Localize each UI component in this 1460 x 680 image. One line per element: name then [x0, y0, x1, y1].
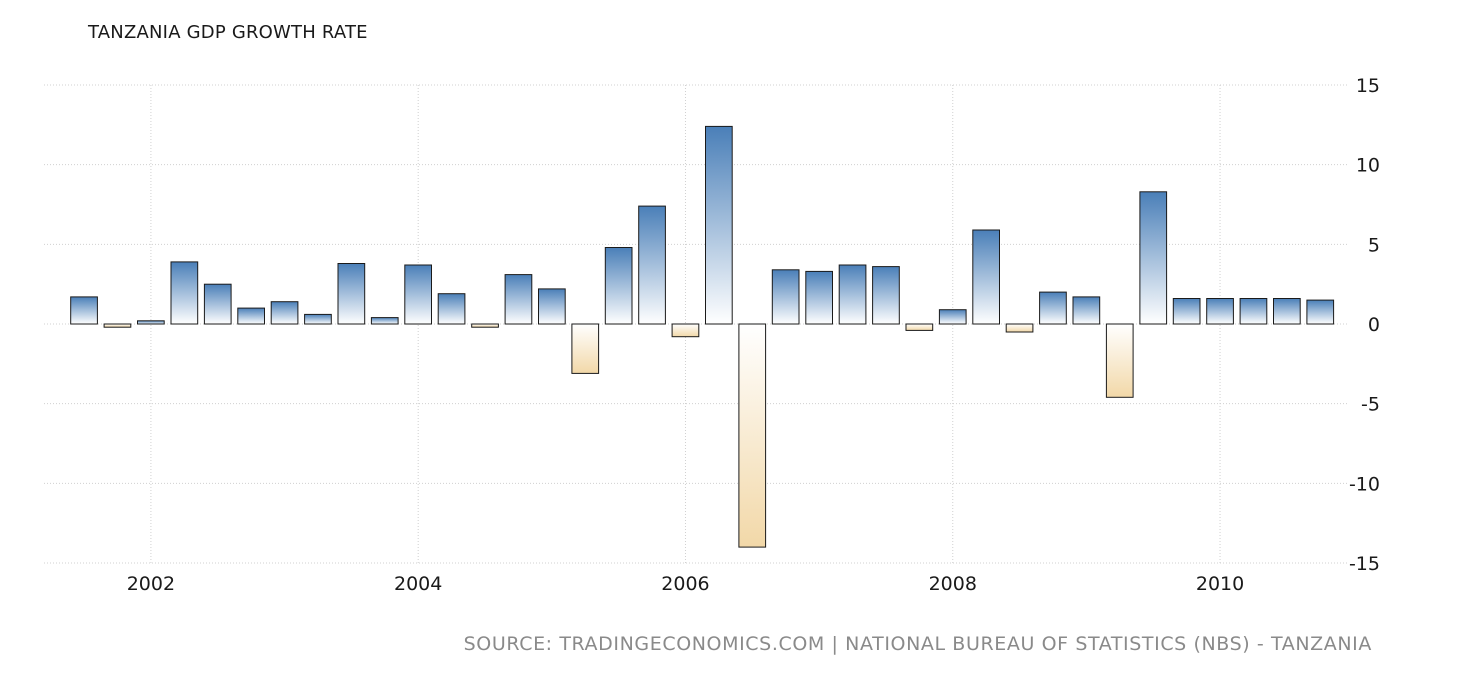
bar [471, 323, 499, 328]
y-tick-label: 15 [1356, 75, 1380, 97]
bar [705, 125, 733, 325]
bars [70, 125, 1335, 548]
bar [905, 323, 934, 331]
bar [270, 301, 299, 325]
x-tick-label: 2002 [127, 573, 175, 595]
x-tick-label: 2008 [929, 573, 977, 595]
x-axis: 2002 2004 2006 2008 2010 [127, 573, 1244, 595]
y-axis: 15 10 5 0 -5 -10 -15 [1349, 75, 1380, 575]
bar [671, 323, 700, 338]
y-tick-label: -10 [1349, 473, 1380, 495]
bar [304, 313, 332, 325]
bar [872, 266, 900, 325]
bar [437, 293, 466, 325]
bar [404, 264, 432, 325]
y-tick-label: 0 [1368, 314, 1380, 336]
y-tick-label: 5 [1368, 234, 1380, 256]
y-tick-label: -5 [1361, 394, 1380, 416]
bar [1105, 323, 1134, 398]
bar [1139, 191, 1168, 325]
bar [170, 261, 199, 325]
bar [938, 309, 967, 325]
y-tick-label: -15 [1349, 553, 1380, 575]
x-tick-label: 2006 [661, 573, 709, 595]
bar [638, 205, 666, 325]
bar [1306, 299, 1335, 325]
bar [1273, 298, 1301, 325]
bar [838, 264, 867, 325]
bar [538, 288, 566, 325]
chart-title: TANZANIA GDP GROWTH RATE [88, 22, 368, 43]
bar [604, 247, 633, 325]
bar [237, 307, 266, 325]
bar [771, 269, 800, 325]
bar [1172, 298, 1201, 325]
source-note: SOURCE: TRADINGECONOMICS.COM | NATIONAL … [463, 633, 1372, 655]
bar [571, 323, 600, 374]
bar [70, 296, 98, 325]
bar [504, 274, 533, 325]
bar [738, 323, 767, 548]
bar [1239, 298, 1268, 325]
bar [203, 283, 232, 325]
bar [972, 229, 1000, 325]
x-tick-label: 2004 [394, 573, 442, 595]
bar [1206, 298, 1234, 325]
bar [1072, 296, 1101, 325]
bar [370, 317, 399, 325]
bar [337, 263, 366, 325]
bar [137, 320, 165, 325]
bar [805, 270, 833, 325]
bar [103, 323, 132, 328]
x-tick-label: 2010 [1196, 573, 1244, 595]
bar [1039, 291, 1067, 325]
y-tick-label: 10 [1356, 155, 1380, 177]
bar [1005, 323, 1034, 333]
